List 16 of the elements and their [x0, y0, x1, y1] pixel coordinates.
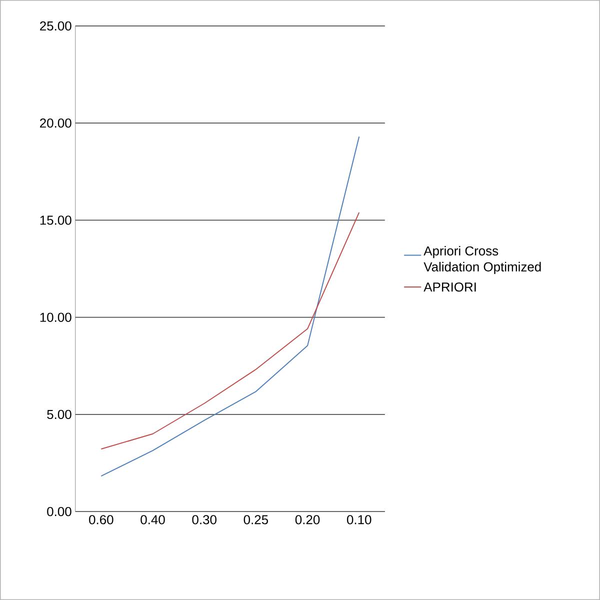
- legend-label: APRIORI: [424, 282, 476, 292]
- x-tick-label: 0.20: [295, 515, 320, 524]
- y-tick-label: 25.00: [40, 21, 72, 31]
- x-tick-label: 0.25: [244, 515, 268, 524]
- x-tick-label: 0.30: [192, 515, 216, 524]
- y-tick-label: 0.00: [47, 506, 72, 516]
- x-tick-label: 0.10: [346, 515, 372, 524]
- line-series: [100, 136, 360, 477]
- y-tick-label: 10.00: [40, 312, 72, 322]
- legend-label: Apriori Cross Validation Optimized: [424, 246, 541, 274]
- line-series: [100, 212, 360, 450]
- x-tick-label: 0.40: [140, 515, 165, 524]
- y-tick-label: 20.00: [40, 118, 72, 128]
- y-tick-label: 5.00: [47, 410, 72, 420]
- x-tick-label: 0.60: [89, 515, 114, 524]
- y-tick-label: 15.00: [40, 216, 72, 225]
